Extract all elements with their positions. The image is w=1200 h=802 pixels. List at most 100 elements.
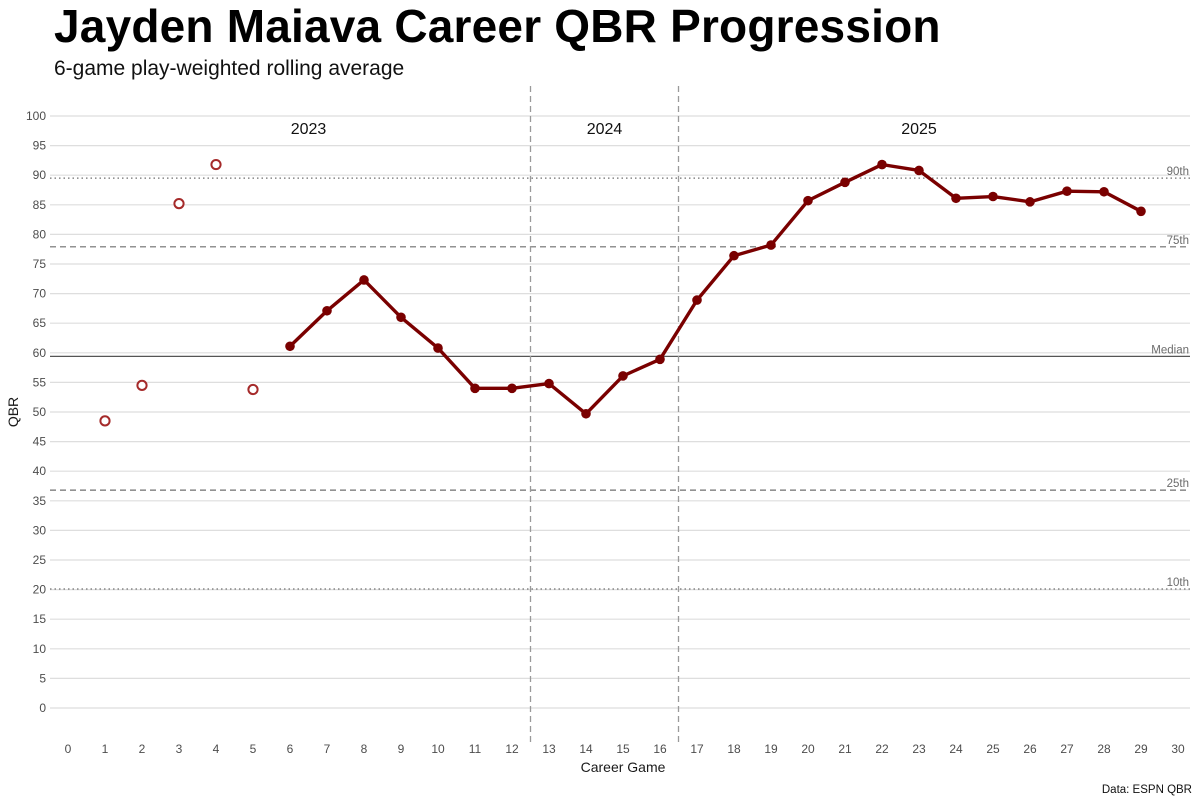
y-tick-label: 100 bbox=[26, 109, 46, 123]
data-point bbox=[803, 195, 813, 206]
y-tick-label: 5 bbox=[39, 671, 46, 685]
x-tick-label: 7 bbox=[324, 742, 331, 756]
y-tick-label: 15 bbox=[33, 612, 47, 626]
data-point bbox=[988, 191, 998, 202]
y-tick-label: 75 bbox=[33, 257, 47, 271]
reference-lines: 90th 75th Median 25th 10th bbox=[50, 166, 1190, 590]
rolling-average-line bbox=[288, 162, 1143, 416]
data-point bbox=[359, 275, 369, 285]
x-tick-label: 26 bbox=[1023, 742, 1037, 756]
reference-label-10th: 10th bbox=[1167, 577, 1189, 589]
x-tick-label: 29 bbox=[1134, 742, 1148, 756]
x-tick-label: 16 bbox=[653, 742, 667, 756]
open-data-point bbox=[173, 198, 185, 210]
data-point bbox=[766, 240, 776, 250]
data-point bbox=[1025, 197, 1035, 207]
data-point bbox=[1062, 186, 1072, 196]
y-tick-label: 70 bbox=[33, 287, 47, 301]
x-tick-label: 22 bbox=[875, 742, 889, 756]
chart-subtitle: 6-game play-weighted rolling average bbox=[54, 57, 405, 80]
x-tick-label: 18 bbox=[727, 742, 741, 756]
x-tick-label: 30 bbox=[1171, 742, 1185, 756]
x-tick-label: 25 bbox=[986, 742, 1000, 756]
data-point bbox=[914, 165, 924, 176]
data-point bbox=[285, 341, 295, 352]
x-tick-label: 3 bbox=[176, 742, 183, 756]
x-tick-label: 6 bbox=[287, 742, 294, 756]
x-tick-label: 10 bbox=[431, 742, 445, 756]
x-tick-label: 11 bbox=[469, 742, 482, 756]
data-point bbox=[729, 250, 739, 261]
x-tick-label: 9 bbox=[398, 742, 405, 756]
y-tick-label: 60 bbox=[33, 346, 47, 360]
y-tick-label: 80 bbox=[33, 227, 47, 241]
open-data-point bbox=[247, 383, 259, 396]
y-axis-title: QBR bbox=[5, 397, 21, 427]
x-tick-label: 17 bbox=[690, 742, 704, 756]
y-axis-ticks: 0 5 10 15 20 25 30 35 40 45 50 55 60 65 70 75 80 85 90 95 10… bbox=[26, 109, 46, 715]
x-tick-label: 19 bbox=[764, 742, 778, 756]
open-data-point bbox=[136, 379, 148, 391]
y-tick-label: 20 bbox=[33, 583, 47, 597]
x-tick-label: 24 bbox=[949, 742, 963, 756]
chart-title: Jayden Maiava Career QBR Progression bbox=[54, 0, 941, 52]
y-tick-label: 30 bbox=[33, 523, 47, 537]
data-point bbox=[322, 305, 332, 316]
data-point bbox=[692, 295, 702, 305]
x-tick-label: 28 bbox=[1097, 742, 1111, 756]
y-tick-label: 0 bbox=[39, 701, 46, 715]
x-tick-label: 5 bbox=[250, 742, 257, 756]
x-tick-label: 2 bbox=[139, 742, 146, 756]
data-point bbox=[951, 193, 961, 204]
y-tick-label: 10 bbox=[33, 642, 47, 656]
season-labels: 2023 2024 2025 bbox=[291, 121, 937, 138]
y-tick-label: 35 bbox=[33, 494, 47, 508]
x-tick-label: 12 bbox=[505, 742, 519, 756]
data-source-caption: Data: ESPN QBR bbox=[1102, 784, 1192, 796]
data-point bbox=[396, 312, 406, 323]
y-tick-label: 95 bbox=[33, 139, 47, 153]
data-point bbox=[877, 159, 887, 170]
y-tick-label: 85 bbox=[33, 198, 47, 212]
x-tick-label: 0 bbox=[65, 742, 72, 756]
season-label-2025: 2025 bbox=[901, 121, 937, 138]
x-tick-label: 4 bbox=[213, 742, 220, 756]
data-point bbox=[1099, 186, 1109, 197]
x-tick-label: 8 bbox=[361, 742, 368, 756]
x-tick-label: 13 bbox=[542, 742, 556, 756]
y-tick-label: 25 bbox=[33, 553, 47, 567]
data-point bbox=[470, 383, 480, 394]
data-series bbox=[99, 158, 1146, 427]
season-dividers bbox=[529, 86, 680, 745]
season-label-2023: 2023 bbox=[291, 121, 327, 138]
x-tick-label: 27 bbox=[1060, 742, 1074, 756]
x-axis-ticks: 0 1 2 3 4 5 6 7 8 9 10 11 12 13 14 15 16 17 18 19 20 21 22 23 24… bbox=[65, 742, 1185, 756]
data-point bbox=[618, 371, 628, 381]
data-point bbox=[655, 354, 665, 365]
reference-label-median: Median bbox=[1151, 344, 1189, 356]
x-tick-label: 23 bbox=[912, 742, 926, 756]
reference-label-90th: 90th bbox=[1167, 166, 1189, 178]
y-tick-label: 65 bbox=[33, 316, 47, 330]
reference-label-75th: 75th bbox=[1167, 235, 1189, 247]
y-tick-label: 50 bbox=[33, 405, 47, 419]
reference-label-25th: 25th bbox=[1167, 478, 1189, 490]
y-tick-label: 55 bbox=[33, 375, 47, 389]
x-tick-label: 14 bbox=[579, 742, 593, 756]
open-data-point bbox=[99, 415, 111, 427]
data-point bbox=[1136, 206, 1146, 217]
y-tick-label: 45 bbox=[33, 435, 47, 449]
data-point bbox=[581, 408, 591, 419]
gridlines bbox=[50, 115, 1190, 709]
x-tick-label: 20 bbox=[801, 742, 815, 756]
data-point bbox=[433, 343, 443, 353]
data-point bbox=[507, 383, 517, 394]
data-point bbox=[840, 177, 850, 188]
y-tick-label: 90 bbox=[33, 168, 47, 182]
season-label-2024: 2024 bbox=[587, 121, 623, 138]
open-data-point bbox=[210, 158, 222, 171]
x-tick-label: 21 bbox=[838, 742, 852, 756]
x-axis-title: Career Game bbox=[581, 759, 666, 775]
y-tick-label: 40 bbox=[33, 464, 47, 478]
